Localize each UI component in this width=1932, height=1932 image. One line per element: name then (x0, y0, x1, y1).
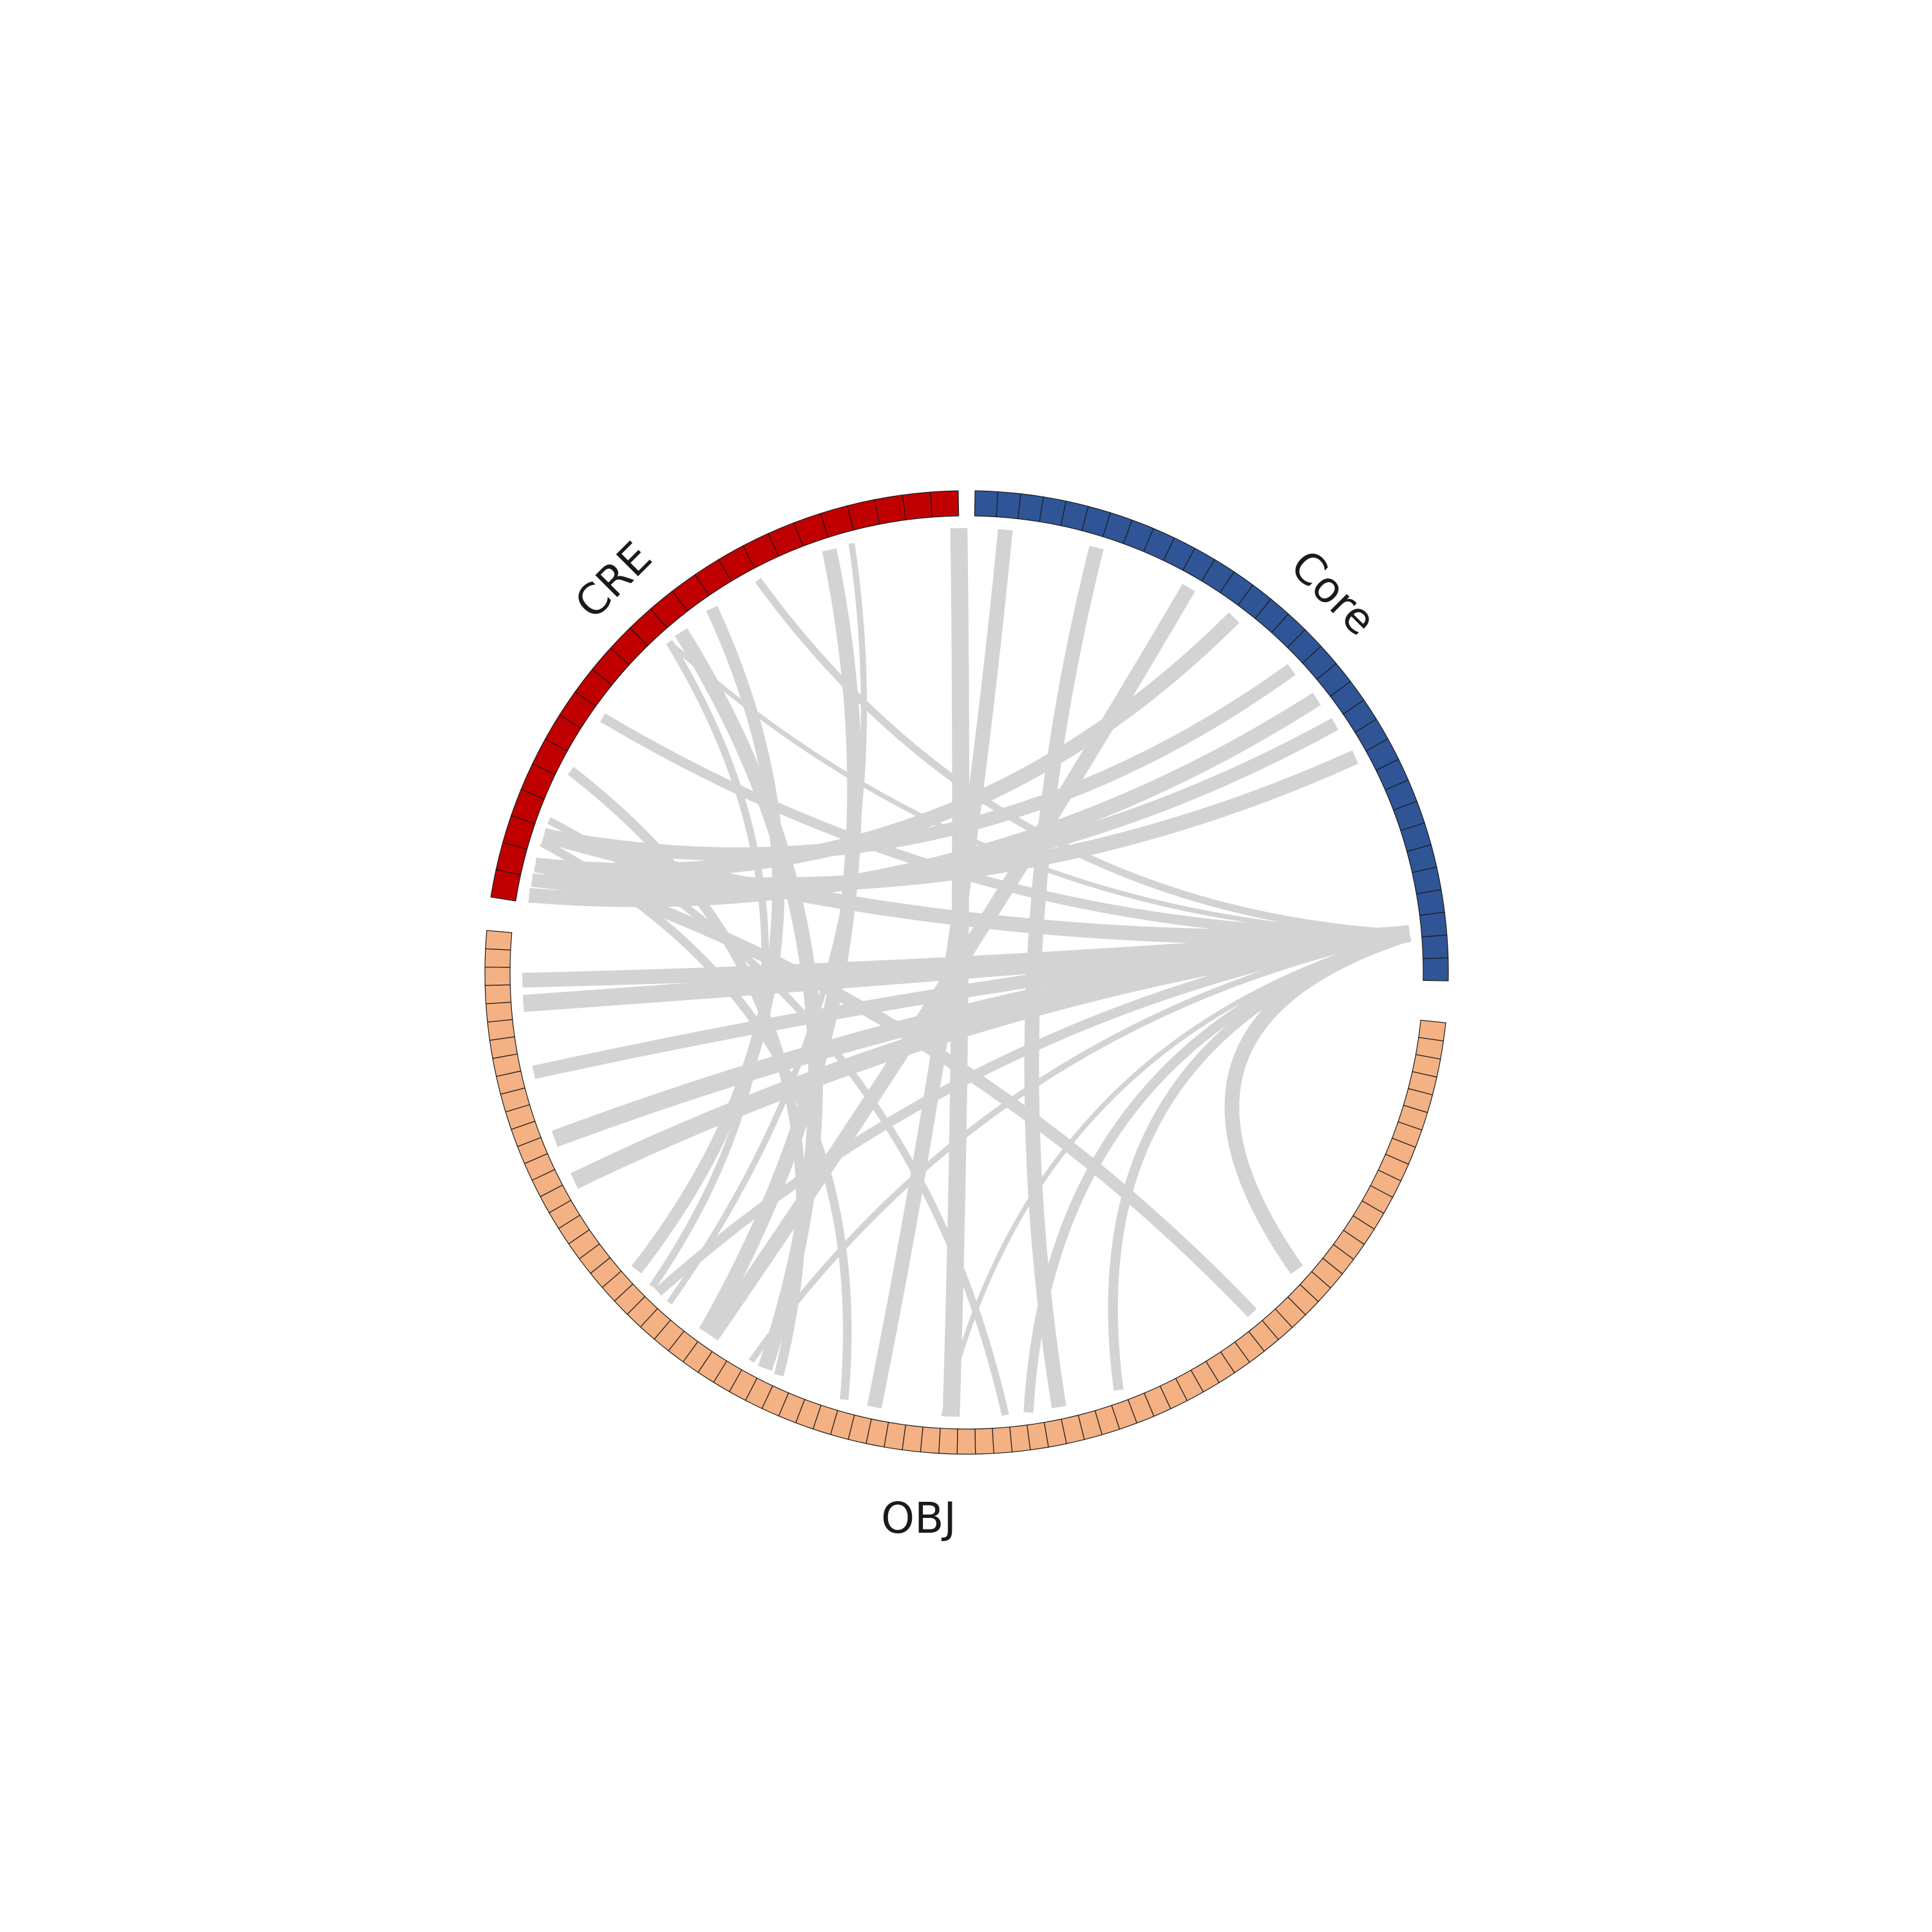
core-segment-cell (1419, 911, 1448, 938)
core-segment-cell (1018, 493, 1045, 522)
obj-segment-cell (938, 1428, 958, 1455)
obj-segment-cell (484, 984, 512, 1005)
cre-segment-cell (847, 499, 880, 531)
chord-link (1023, 929, 1411, 1413)
chord-link (533, 859, 1257, 1318)
chord-links (522, 527, 1412, 1417)
obj-segment-cell (484, 967, 511, 986)
chord-link (600, 713, 1410, 939)
obj-segment-cell (484, 948, 511, 968)
chord-link (649, 640, 769, 1289)
chord-link (748, 931, 1410, 1363)
chord-link (570, 925, 1411, 1189)
obj-segment-cell (485, 1001, 513, 1023)
cre-segment-cell (929, 490, 960, 518)
chord-link (667, 542, 867, 1305)
group-tracks (484, 490, 1449, 1455)
cre-segment-cell (902, 491, 933, 521)
obj-group-label: OBJ (881, 1493, 956, 1543)
obj-segment-cell (487, 1019, 515, 1041)
cre-segment-cell (874, 495, 907, 525)
obj-segment-cell (485, 930, 513, 951)
obj-segment-cell (992, 1426, 1013, 1454)
obj-segment-cell (956, 1428, 976, 1455)
core-segment-cell (1423, 957, 1449, 981)
obj-segment-cell (1009, 1425, 1031, 1453)
obj-segment-cell (1027, 1422, 1049, 1451)
chord-link (755, 578, 1410, 938)
chord-link (1224, 927, 1412, 1274)
obj-segment-cell (920, 1426, 941, 1454)
chord-link (567, 766, 806, 1377)
core-segment-cell (996, 491, 1021, 520)
chord-link (667, 640, 1410, 936)
core-segment-cell (974, 490, 999, 518)
core-segment-cell (1416, 889, 1445, 916)
chord-link (699, 548, 862, 1336)
chord-link (654, 929, 1410, 1296)
obj-segment-cell (974, 1428, 994, 1455)
core-segment-cell (1421, 934, 1449, 960)
chord-link (547, 817, 1009, 1416)
